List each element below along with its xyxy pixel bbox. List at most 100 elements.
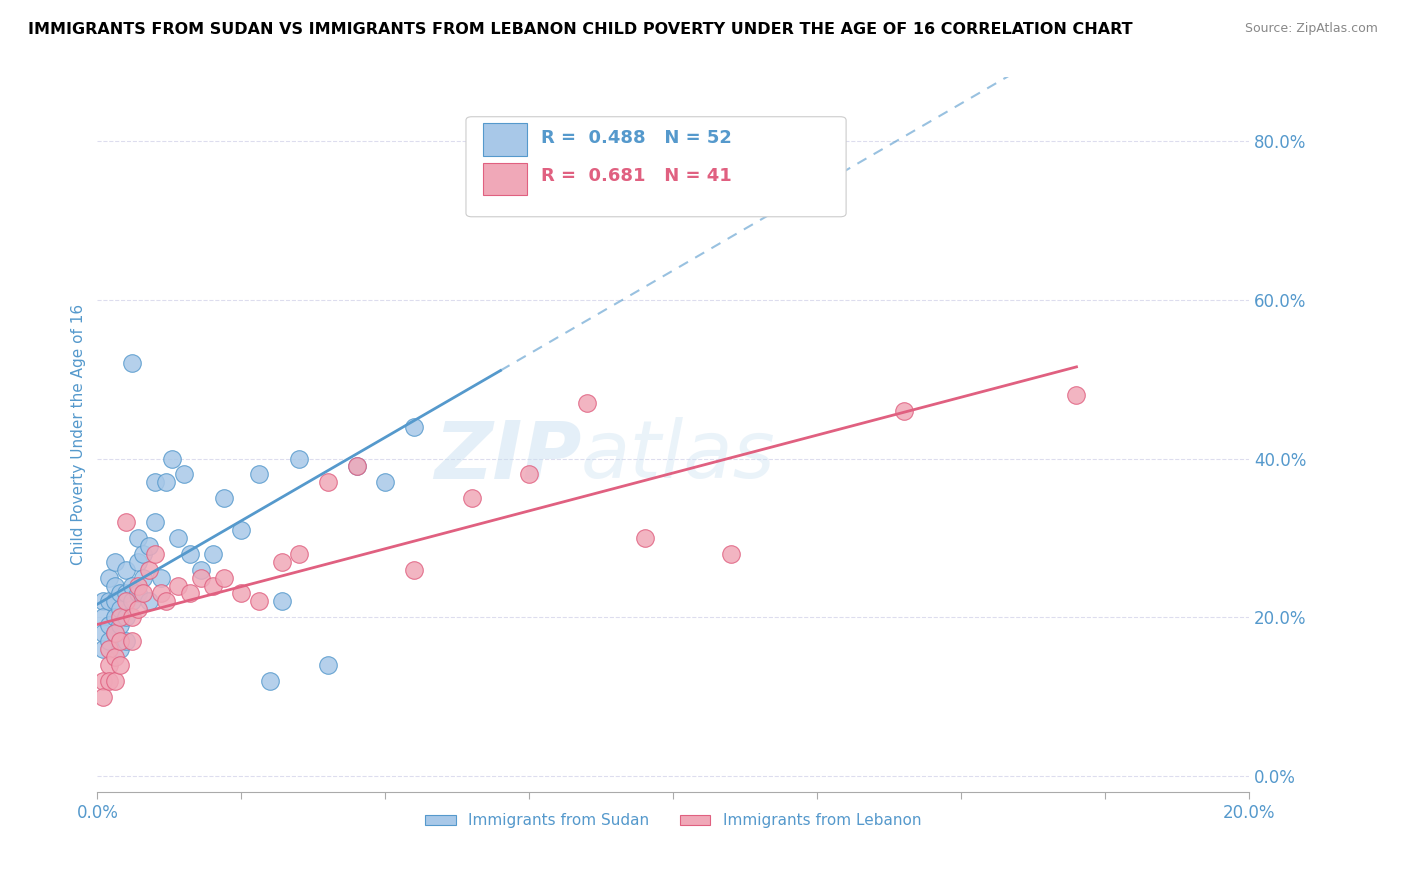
Point [97, 594, 120, 608]
Point [316, 475, 339, 490]
Point [121, 610, 143, 624]
Point [132, 586, 155, 600]
Text: R =  0.488   N = 52: R = 0.488 N = 52 [541, 129, 731, 147]
Point [104, 626, 127, 640]
Point [110, 586, 132, 600]
Point [247, 467, 270, 482]
Point [91, 610, 114, 624]
Point [316, 657, 339, 672]
Text: ZIP: ZIP [434, 417, 581, 495]
Point [893, 404, 915, 418]
Point [121, 634, 143, 648]
Point [121, 578, 143, 592]
Point [110, 657, 132, 672]
Point [110, 642, 132, 657]
Point [97, 657, 120, 672]
Point [97, 571, 120, 585]
Bar [484, 123, 527, 156]
Point [575, 396, 598, 410]
Point [461, 491, 484, 506]
Point [132, 547, 155, 561]
Point [143, 515, 166, 529]
Point [270, 594, 292, 608]
Text: atlas: atlas [581, 417, 776, 495]
Point [149, 571, 172, 585]
Point [143, 475, 166, 490]
Point [374, 475, 396, 490]
Point [115, 610, 138, 624]
Point [110, 618, 132, 632]
Point [173, 467, 195, 482]
Point [104, 578, 127, 592]
Point [247, 594, 270, 608]
Point [91, 642, 114, 657]
FancyBboxPatch shape [465, 117, 846, 217]
Point [179, 586, 201, 600]
Point [231, 586, 253, 600]
Text: IMMIGRANTS FROM SUDAN VS IMMIGRANTS FROM LEBANON CHILD POVERTY UNDER THE AGE OF : IMMIGRANTS FROM SUDAN VS IMMIGRANTS FROM… [28, 22, 1133, 37]
Point [91, 690, 114, 704]
Point [91, 594, 114, 608]
Point [138, 563, 160, 577]
Legend: Immigrants from Sudan, Immigrants from Lebanon: Immigrants from Sudan, Immigrants from L… [419, 807, 928, 834]
Point [110, 610, 132, 624]
Point [288, 547, 311, 561]
Point [110, 634, 132, 648]
Point [179, 547, 201, 561]
Point [155, 594, 177, 608]
Point [633, 531, 655, 545]
Point [201, 547, 224, 561]
Point [404, 419, 426, 434]
Point [138, 539, 160, 553]
Point [97, 618, 120, 632]
Point [288, 451, 311, 466]
Bar [484, 162, 527, 195]
Point [143, 547, 166, 561]
Point [115, 515, 138, 529]
Point [121, 356, 143, 370]
Point [138, 594, 160, 608]
Point [91, 626, 114, 640]
Point [155, 475, 177, 490]
Point [720, 547, 742, 561]
Point [97, 673, 120, 688]
Point [104, 673, 127, 688]
Point [127, 578, 149, 592]
Point [127, 586, 149, 600]
Y-axis label: Child Poverty Under the Age of 16: Child Poverty Under the Age of 16 [72, 304, 86, 566]
Point [190, 571, 212, 585]
Point [91, 673, 114, 688]
Point [270, 555, 292, 569]
Point [104, 626, 127, 640]
Point [404, 563, 426, 577]
Point [104, 555, 127, 569]
Point [212, 491, 235, 506]
Point [517, 467, 540, 482]
Point [167, 578, 190, 592]
Point [104, 594, 127, 608]
Point [160, 451, 183, 466]
Point [489, 189, 512, 203]
Point [132, 571, 155, 585]
Point [1066, 388, 1088, 402]
Point [115, 594, 138, 608]
Point [97, 634, 120, 648]
Point [115, 563, 138, 577]
Point [127, 555, 149, 569]
Point [167, 531, 190, 545]
Point [149, 586, 172, 600]
Point [231, 523, 253, 537]
Point [201, 578, 224, 592]
Point [190, 563, 212, 577]
Point [110, 602, 132, 616]
Point [104, 610, 127, 624]
Text: R =  0.681   N = 41: R = 0.681 N = 41 [541, 167, 731, 185]
Point [127, 531, 149, 545]
Point [346, 459, 368, 474]
Point [212, 571, 235, 585]
Point [127, 602, 149, 616]
Point [259, 673, 281, 688]
Point [104, 650, 127, 665]
Point [97, 642, 120, 657]
Text: Source: ZipAtlas.com: Source: ZipAtlas.com [1244, 22, 1378, 36]
